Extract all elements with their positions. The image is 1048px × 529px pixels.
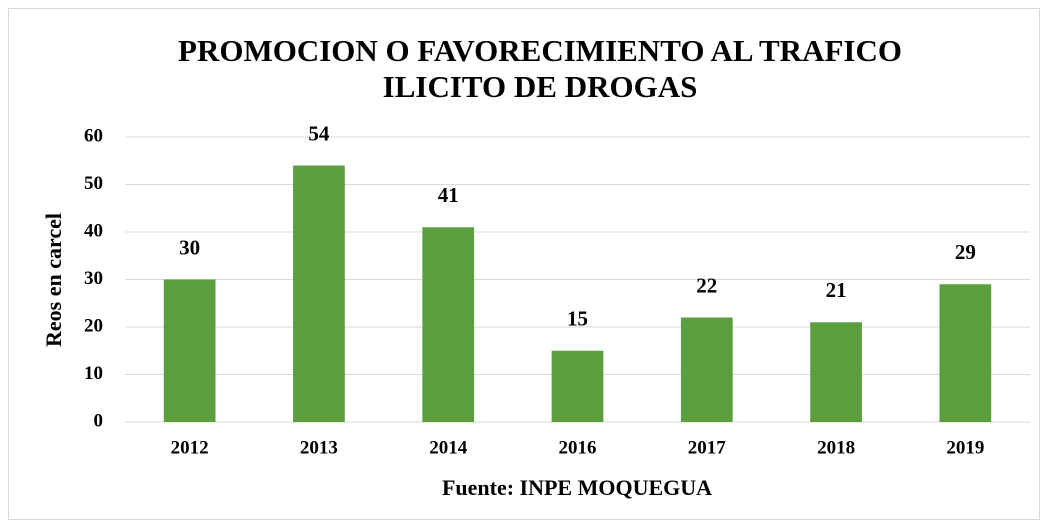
bar	[163, 279, 216, 422]
data-label: 41	[438, 183, 459, 207]
y-tick-label: 10	[84, 363, 103, 384]
chart-title: ILICITO DE DROGAS	[383, 69, 698, 104]
data-label: 29	[955, 240, 976, 264]
x-tick-label: 2019	[946, 437, 984, 458]
bar	[422, 227, 475, 422]
data-label: 21	[826, 278, 847, 302]
x-tick-label: 2016	[559, 437, 597, 458]
y-tick-label: 30	[84, 268, 103, 289]
y-tick-label: 40	[84, 220, 103, 241]
bar	[293, 165, 345, 422]
x-axis-title: Fuente: INPE MOQUEGUA	[442, 475, 712, 500]
data-label: 15	[567, 307, 588, 331]
data-label: 22	[696, 273, 717, 297]
x-tick-label: 2017	[688, 437, 727, 458]
bar	[939, 284, 992, 422]
x-tick-label: 2018	[817, 437, 855, 458]
y-tick-label: 60	[84, 125, 103, 146]
chart-title: PROMOCION O FAVORECIMIENTO AL TRAFICO	[178, 33, 902, 68]
bar	[680, 317, 733, 422]
chart-frame	[8, 8, 1040, 520]
x-tick-label: 2012	[171, 437, 209, 458]
y-tick-label: 0	[94, 410, 104, 431]
bar	[810, 322, 862, 422]
y-tick-label: 50	[84, 173, 103, 194]
data-label: 30	[179, 235, 200, 259]
bar	[551, 350, 604, 422]
y-tick-label: 20	[84, 315, 103, 336]
data-label: 54	[308, 121, 330, 145]
x-tick-label: 2013	[300, 437, 338, 458]
y-axis-title: Reos en carcel	[41, 213, 66, 347]
x-tick-label: 2014	[429, 437, 468, 458]
